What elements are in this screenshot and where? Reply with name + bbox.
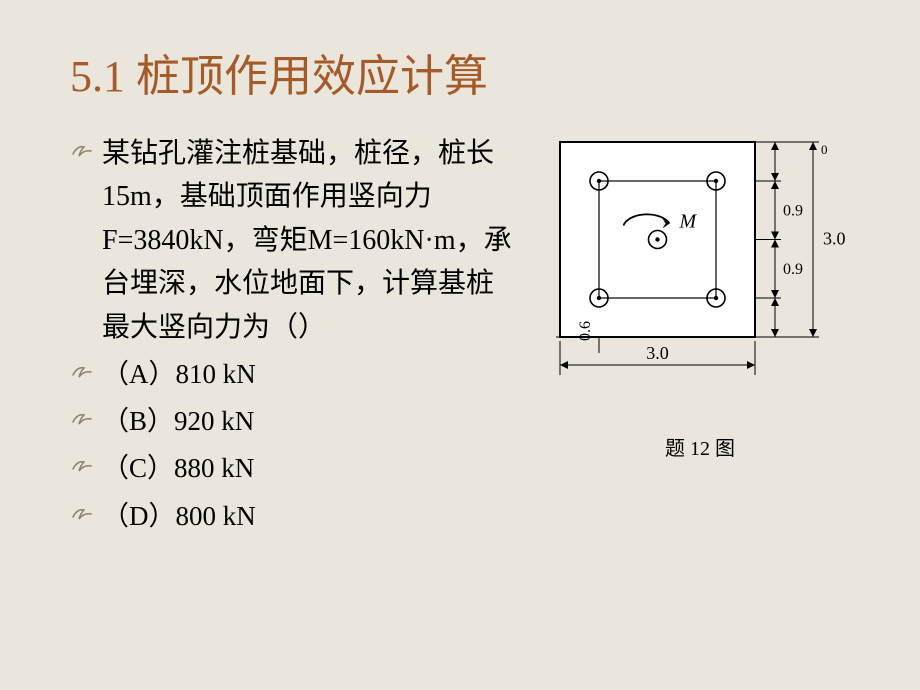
option-a: （A）810 kN (102, 353, 256, 396)
flourish-icon (70, 501, 98, 529)
svg-text:0.6: 0.6 (577, 321, 594, 341)
svg-text:3.0: 3.0 (823, 229, 846, 249)
content-row: 某钻孔灌注桩基础，桩径，桩长15m，基础顶面作用竖向力F=3840kN，弯矩M=… (70, 132, 870, 542)
problem-text: 某钻孔灌注桩基础，桩径，桩长15m，基础顶面作用竖向力F=3840kN，弯矩M=… (102, 132, 520, 349)
problem-item: 某钻孔灌注桩基础，桩径，桩长15m，基础顶面作用竖向力F=3840kN，弯矩M=… (70, 132, 520, 349)
figure-column: M 3.0 0.9 0.9 0.6 3.0 0 题 12 图 (540, 122, 860, 461)
option-c-item: （C）880 kN (70, 447, 520, 490)
option-c: （C）880 kN (102, 447, 254, 490)
option-a-item: （A）810 kN (70, 353, 520, 396)
svg-text:0.9: 0.9 (783, 202, 803, 219)
text-column: 某钻孔灌注桩基础，桩径，桩长15m，基础顶面作用竖向力F=3840kN，弯矩M=… (70, 132, 520, 542)
option-d-item: （D）800 kN (70, 495, 520, 538)
svg-text:3.0: 3.0 (646, 343, 669, 363)
slide: 5.1 桩顶作用效应计算 某钻孔灌注桩基础，桩径，桩长15m，基础顶面作用竖向力… (0, 0, 920, 690)
flourish-icon (70, 453, 98, 481)
flourish-icon (70, 406, 98, 434)
svg-text:0.9: 0.9 (783, 261, 803, 278)
slide-title: 5.1 桩顶作用效应计算 (70, 40, 870, 104)
flourish-icon (70, 359, 98, 387)
flourish-icon (70, 138, 98, 166)
svg-text:0: 0 (821, 142, 828, 157)
svg-text:M: M (679, 211, 698, 233)
option-b: （B）920 kN (102, 400, 254, 443)
option-b-item: （B）920 kN (70, 400, 520, 443)
option-d: （D）800 kN (102, 495, 256, 538)
pile-plan-diagram: M 3.0 0.9 0.9 0.6 3.0 0 (540, 122, 860, 422)
figure-caption: 题 12 图 (540, 432, 860, 461)
